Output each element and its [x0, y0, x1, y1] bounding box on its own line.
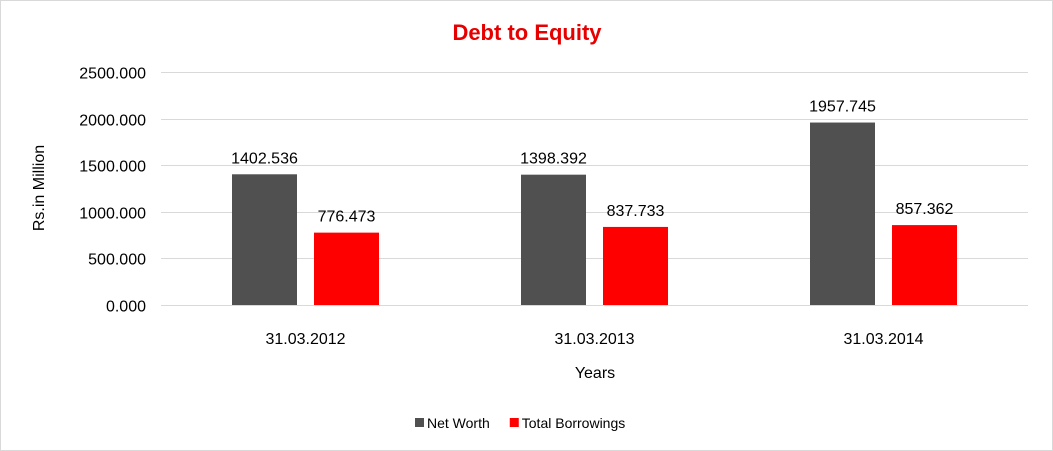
bar — [810, 122, 875, 305]
data-label: 1398.392 — [520, 151, 587, 168]
legend: Net Worth Total Borrowings — [415, 415, 625, 431]
bar — [232, 174, 297, 305]
bar — [892, 225, 957, 305]
y-tick-label: 1500.000 — [79, 159, 146, 176]
legend-swatch — [509, 418, 519, 427]
bar — [603, 226, 668, 305]
x-axis-ticks: 31.03.2012 31.03.2013 31.03.2014 — [265, 331, 923, 348]
x-axis-title: Years — [575, 365, 615, 382]
data-label: 1957.745 — [809, 99, 876, 116]
chart-title: Debt to Equity — [452, 20, 602, 45]
legend-label: Total Borrowings — [522, 415, 626, 431]
bars — [232, 122, 957, 305]
y-tick-label: 1000.000 — [79, 206, 146, 223]
y-axis-title: Rs.in Million — [31, 145, 48, 231]
bar — [314, 232, 379, 305]
legend-label: Net Worth — [427, 415, 490, 431]
y-tick-label: 500.000 — [88, 252, 146, 269]
data-label: 1402.536 — [231, 150, 298, 167]
x-tick-label: 31.03.2012 — [265, 331, 345, 348]
data-labels: 1402.536 776.473 1398.392 837.733 1957.745 85… — [231, 99, 953, 226]
y-axis-ticks: 0.000 500.000 1000.000 1500.000 2000.000 2500… — [79, 66, 146, 316]
y-tick-label: 0.000 — [106, 299, 146, 316]
gridlines — [161, 72, 1028, 306]
y-tick-label: 2500.000 — [79, 66, 146, 83]
x-tick-label: 31.03.2014 — [843, 331, 923, 348]
bar — [521, 174, 586, 305]
data-label: 857.362 — [896, 201, 954, 218]
y-tick-label: 2000.000 — [79, 113, 146, 130]
data-label: 837.733 — [607, 203, 665, 220]
x-tick-label: 31.03.2013 — [554, 331, 634, 348]
legend-swatch — [415, 418, 424, 427]
data-label: 776.473 — [318, 209, 376, 226]
